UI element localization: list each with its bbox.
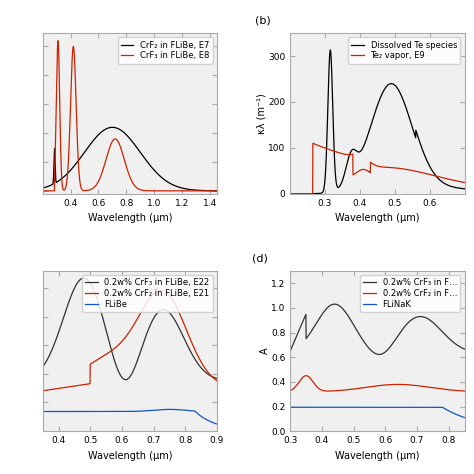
Legend: 0.2w% CrF₃ in F…, 0.2w% CrF₂ in F…, FLiNaK: 0.2w% CrF₃ in F…, 0.2w% CrF₂ in F…, FLiN…: [360, 275, 460, 312]
Legend: 0.2w% CrF₃ in FLiBe, E22, 0.2w% CrF₂ in FLiBe, E21, FLiBe: 0.2w% CrF₃ in FLiBe, E22, 0.2w% CrF₂ in …: [82, 275, 213, 312]
Y-axis label: κλ (m⁻¹): κλ (m⁻¹): [257, 93, 267, 134]
X-axis label: Wavelength (μm): Wavelength (μm): [88, 451, 172, 461]
X-axis label: Wavelength (μm): Wavelength (μm): [335, 213, 419, 223]
Y-axis label: A: A: [260, 348, 270, 355]
Legend: CrF₂ in FLiBe, E7, CrF₃ in FLiBe, E8: CrF₂ in FLiBe, E7, CrF₃ in FLiBe, E8: [118, 37, 213, 64]
X-axis label: Wavelength (μm): Wavelength (μm): [88, 213, 172, 223]
Text: (d): (d): [252, 253, 268, 263]
X-axis label: Wavelength (μm): Wavelength (μm): [335, 451, 419, 461]
Legend: Dissolved Te species, Te₂ vapor, E9: Dissolved Te species, Te₂ vapor, E9: [348, 37, 460, 64]
Text: (b): (b): [255, 16, 271, 26]
